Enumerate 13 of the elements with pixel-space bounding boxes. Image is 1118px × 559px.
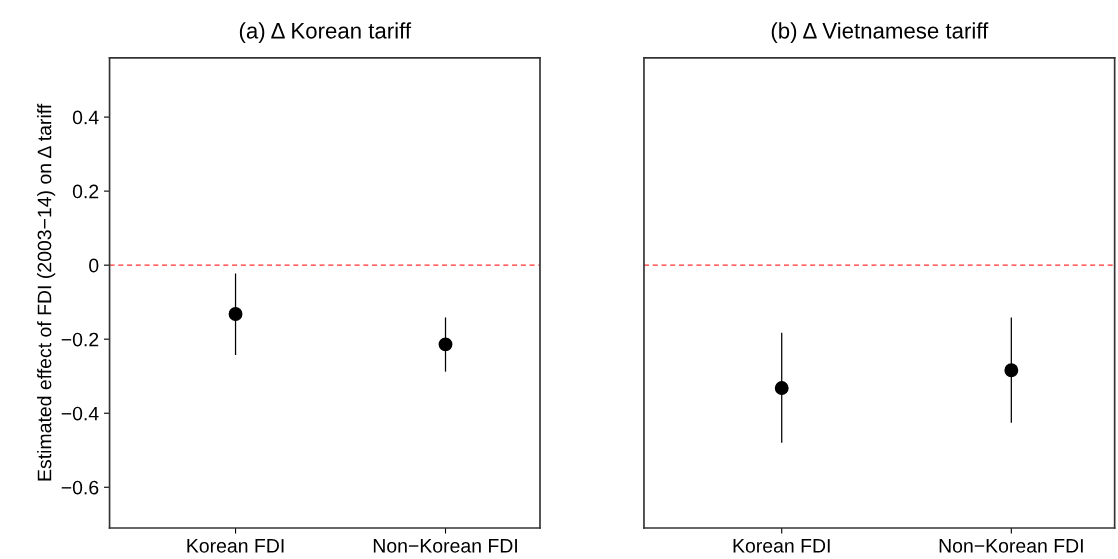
y-tick-label: 0 bbox=[89, 258, 99, 273]
x-tick-label: Korean FDI bbox=[733, 539, 830, 553]
y-tick-label: −0.6 bbox=[61, 480, 99, 495]
x-tick-label: Korean FDI bbox=[187, 539, 284, 553]
chart-title: (b) Δ Vietnamese tariff bbox=[771, 22, 989, 44]
y-tick-label: 0.2 bbox=[72, 184, 99, 199]
x-tick-label: Non−Korean FDI bbox=[939, 539, 1083, 553]
chart-title: (a) Δ Korean tariff bbox=[239, 22, 412, 44]
y-tick-label: 0.4 bbox=[72, 110, 99, 125]
y-axis-title: Estimated effect of FDI (2003−14) on Δ tariff bbox=[37, 103, 56, 481]
y-tick-label: −0.4 bbox=[61, 406, 99, 421]
x-tick-label: Non−Korean FDI bbox=[373, 539, 517, 553]
y-tick-label: −0.2 bbox=[61, 332, 99, 347]
